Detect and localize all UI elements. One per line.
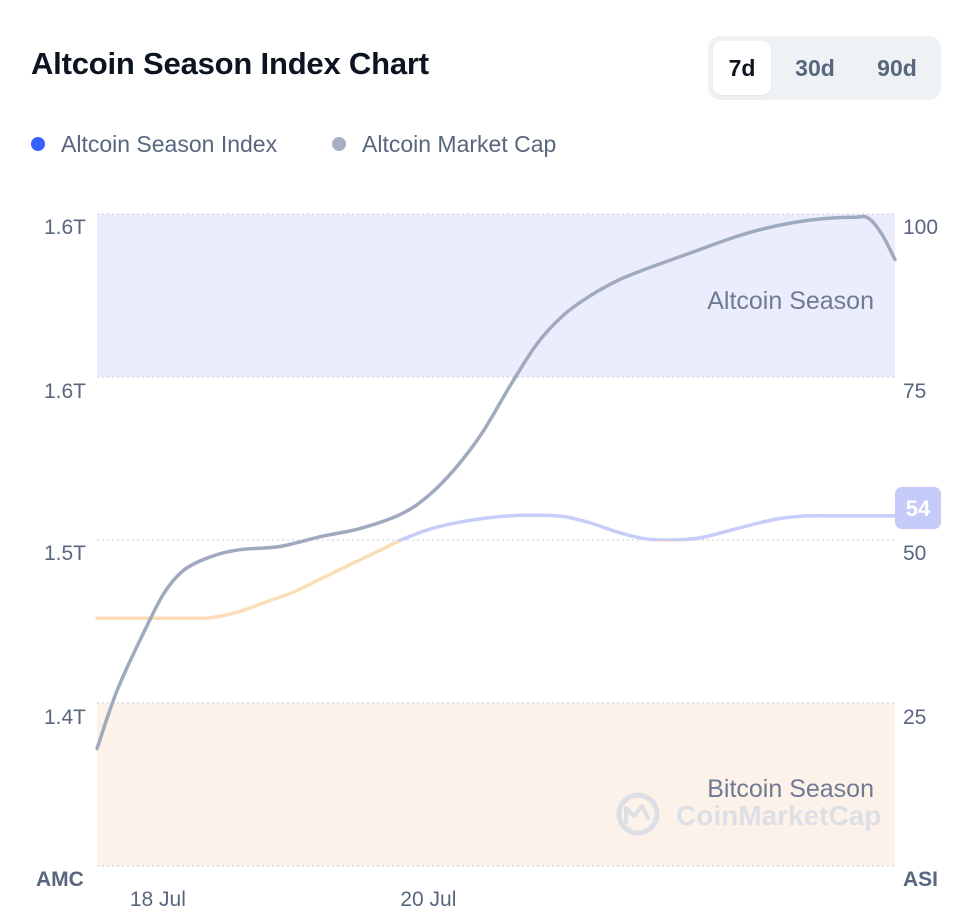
right-tick-label: 100 <box>903 216 938 239</box>
left-tick-label: 1.4T <box>44 706 86 729</box>
altcoin-season-zone <box>97 214 895 377</box>
right-tick-label: 25 <box>903 706 926 729</box>
coinmarketcap-logo-icon <box>616 792 660 836</box>
right-tick-label: 75 <box>903 380 926 403</box>
badge-value: 54 <box>906 496 931 521</box>
x-axis: 18 Jul 20 Jul <box>130 888 457 911</box>
left-tick-label: 1.6T <box>44 216 86 239</box>
series-line-altcoin-market-cap <box>95 214 897 751</box>
time-range-switch: 7d 30d 90d <box>708 36 941 100</box>
legend-dot-icon <box>31 136 45 151</box>
bitcoin-season-label: Bitcoin Season <box>707 775 874 803</box>
bitcoin-season-zone <box>97 703 895 866</box>
legend-label: Altcoin Season Index <box>61 131 278 157</box>
badge-background <box>895 487 941 529</box>
series-line-altcoin-season-index <box>394 513 897 541</box>
page-title: Altcoin Season Index Chart <box>31 46 429 81</box>
altcoin-season-label: Altcoin Season <box>707 287 874 315</box>
right-axis-title: ASI <box>903 868 938 891</box>
right-tick-label: 50 <box>903 542 926 565</box>
left-tick-label: 1.6T <box>44 380 86 403</box>
range-90d-button[interactable]: 90d <box>877 55 917 81</box>
x-tick-label: 20 Jul <box>400 888 456 911</box>
x-tick-label: 18 Jul <box>130 888 186 911</box>
left-tick-label: 1.5T <box>44 542 86 565</box>
range-7d-button[interactable]: 7d <box>713 41 771 95</box>
coinmarketcap-watermark: CoinMarketCap <box>616 792 881 836</box>
legend-dot-icon <box>332 136 346 151</box>
series-layer <box>95 214 897 751</box>
series-line-altcoin-season-index-low <box>95 541 689 621</box>
range-30d-button[interactable]: 30d <box>795 55 835 81</box>
legend-item-altcoin-season-index[interactable]: Altcoin Season Index <box>31 128 277 160</box>
gridlines <box>97 213 895 867</box>
current-index-badge: 54 <box>895 487 941 529</box>
legend-label: Altcoin Market Cap <box>362 131 557 157</box>
left-axis-title: AMC <box>36 868 84 891</box>
legend-item-altcoin-market-cap[interactable]: Altcoin Market Cap <box>332 128 556 160</box>
watermark-text: CoinMarketCap <box>676 800 881 831</box>
